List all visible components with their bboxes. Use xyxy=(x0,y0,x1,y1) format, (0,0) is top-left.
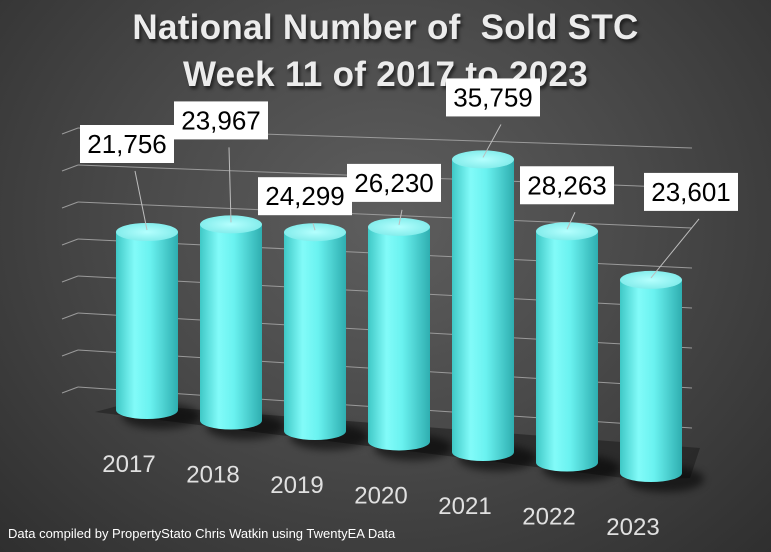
data-label-2022: 28,263 xyxy=(527,170,607,200)
chart-title-line-1: National Number of Sold STC xyxy=(132,8,639,47)
bar-top-2021 xyxy=(452,150,514,169)
x-tick-label-2017: 2017 xyxy=(102,451,155,478)
bar-top-2023 xyxy=(620,270,682,289)
data-label-box xyxy=(174,101,268,140)
data-label-2020: 26,230 xyxy=(354,168,434,198)
data-label-2023: 23,601 xyxy=(651,177,731,207)
gridline-tick xyxy=(61,312,79,320)
gridline-tick xyxy=(61,164,79,172)
x-tick-label-2022: 2022 xyxy=(522,504,575,531)
data-label-leader xyxy=(566,212,576,230)
data-labels: 21,756 23,967 24,299 26,230 35,759 28,263 23,6… xyxy=(80,78,738,279)
bar-top-2017 xyxy=(116,223,178,241)
data-label-box xyxy=(258,177,352,216)
bar-2021 xyxy=(452,159,514,461)
x-tick-label-2021: 2021 xyxy=(438,493,491,520)
footnote: Data compiled by PropertyStato Chris Wat… xyxy=(8,526,396,541)
data-label-2018: 23,967 xyxy=(181,105,261,135)
bar-top-2018 xyxy=(200,215,262,234)
bar-top-2019 xyxy=(284,223,346,242)
bar-2019 xyxy=(284,232,346,440)
bars xyxy=(116,150,704,492)
gridline-tick xyxy=(61,238,79,246)
data-label-2019: 24,299 xyxy=(265,181,345,211)
x-axis-tick-labels: 2017 2018 2019 2020 2021 2022 2023 xyxy=(102,451,659,541)
bar-2022 xyxy=(536,231,598,472)
gridline-tick xyxy=(61,349,79,357)
data-label-leader xyxy=(312,223,316,231)
x-tick-label-2020: 2020 xyxy=(354,483,407,510)
data-label-leader xyxy=(228,147,232,223)
bar-top-2020 xyxy=(368,217,430,236)
data-label-box xyxy=(347,163,441,202)
bar-2018 xyxy=(199,224,262,430)
x-tick-label-2019: 2019 xyxy=(270,472,323,499)
gridline xyxy=(77,201,693,229)
data-label-2021: 35,759 xyxy=(453,82,533,112)
data-label-leader xyxy=(482,124,502,158)
data-label-leader xyxy=(650,218,700,279)
x-tick-label-2023: 2023 xyxy=(606,514,659,541)
data-label-leader xyxy=(134,170,148,231)
bar-2017 xyxy=(116,232,178,419)
gridline-tick xyxy=(61,127,79,135)
bar-top-2022 xyxy=(536,222,598,241)
data-label-leader xyxy=(398,209,403,225)
data-label-box xyxy=(446,78,540,117)
data-label-box xyxy=(644,172,738,211)
bar-2023 xyxy=(620,279,682,482)
bar-2020 xyxy=(368,226,430,451)
gridline-tick xyxy=(61,386,79,394)
gridline-tick xyxy=(61,201,79,209)
data-label-2017: 21,756 xyxy=(87,129,167,159)
gridline-tick xyxy=(61,275,79,283)
data-label-box xyxy=(80,125,174,163)
x-tick-label-2018: 2018 xyxy=(186,462,239,489)
data-label-box xyxy=(520,166,614,205)
